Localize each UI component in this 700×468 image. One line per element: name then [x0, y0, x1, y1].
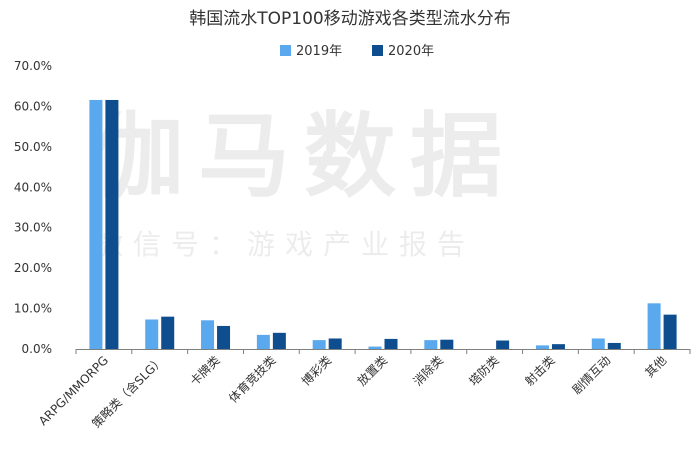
bar-2020: [607, 342, 621, 349]
bar-2020: [105, 99, 119, 350]
y-tick-label: 40.0%: [14, 180, 52, 194]
bar-2019: [424, 340, 438, 349]
x-axis-ticks: [75, 349, 691, 354]
bar-2019: [535, 345, 549, 349]
bar-2019: [312, 340, 326, 349]
bar-2020: [384, 338, 398, 349]
y-tick-label: 70.0%: [14, 59, 52, 73]
y-tick-label: 0.0%: [22, 342, 53, 356]
bar-2020: [328, 338, 342, 349]
bar-2020: [663, 314, 677, 349]
bar-2019: [145, 319, 159, 349]
legend: 2019年 2020年: [280, 44, 434, 59]
bar-2020: [440, 339, 454, 349]
watermark-sub: 微信号：游戏产业报告: [95, 228, 475, 261]
bar-2020: [496, 340, 510, 349]
y-tick-label: 60.0%: [14, 99, 52, 113]
bar-2019: [89, 99, 103, 350]
category-label: 博彩类: [298, 353, 334, 389]
legend-swatch-2020: [372, 45, 383, 56]
category-label: 体育竞技类: [225, 353, 278, 406]
category-label: 消除类: [410, 353, 446, 389]
bar-2020: [161, 316, 175, 349]
category-label: 放置类: [354, 353, 390, 389]
bar-2020: [217, 325, 231, 349]
bar-2019: [256, 334, 270, 349]
legend-swatch-2019: [280, 45, 291, 56]
category-label: 射击类: [522, 353, 558, 389]
bar-2020: [272, 332, 286, 349]
bar-2019: [201, 320, 215, 349]
legend-label-2019: 2019年: [296, 44, 342, 59]
category-label: 卡牌类: [187, 353, 222, 388]
y-tick-label: 50.0%: [14, 140, 52, 154]
bar-2019: [591, 338, 605, 349]
bar-2020: [551, 344, 565, 349]
y-axis-ticks: 0.0% 10.0% 20.0% 30.0% 40.0% 50.0% 60.0% 70.0%: [14, 59, 52, 356]
chart-title: 韩国流水TOP100移动游戏各类型流水分布: [189, 9, 510, 29]
category-label: 其他: [642, 353, 669, 380]
bars: [89, 99, 677, 350]
watermark-main: 伽马数据: [92, 103, 516, 210]
category-label: 剧情互动: [570, 353, 614, 397]
bar-2019: [647, 303, 661, 349]
bar-2019: [368, 346, 382, 349]
category-label: 塔防类: [466, 353, 502, 389]
y-tick-label: 30.0%: [14, 221, 52, 235]
y-tick-label: 10.0%: [14, 302, 52, 316]
legend-label-2020: 2020年: [388, 44, 434, 59]
y-tick-label: 20.0%: [14, 261, 52, 275]
